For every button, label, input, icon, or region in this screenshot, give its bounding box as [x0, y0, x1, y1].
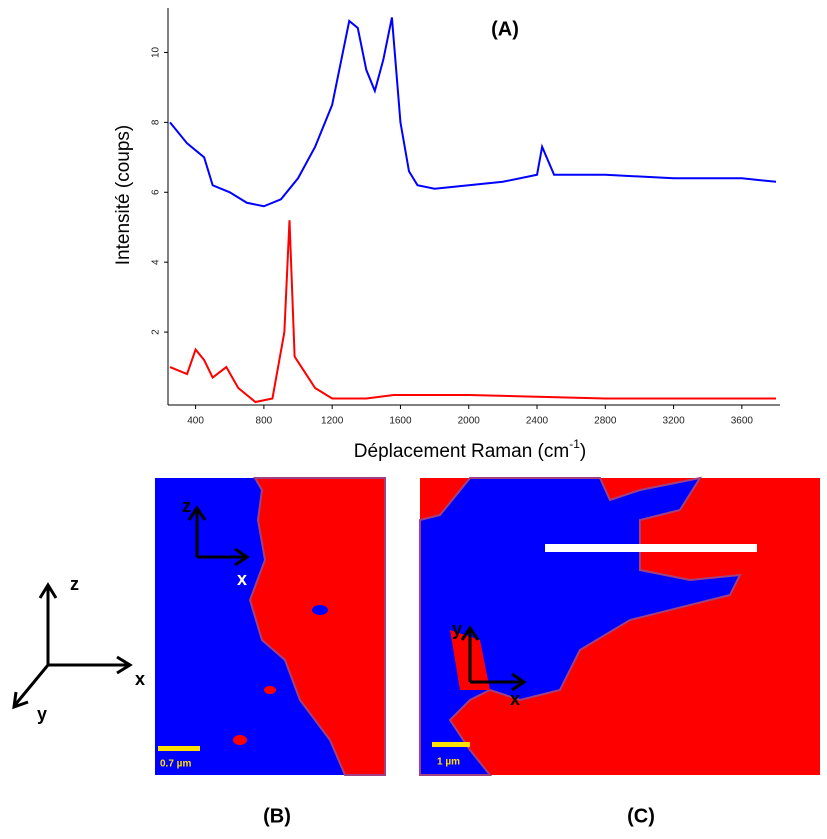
y-tick-label: 4 [151, 259, 162, 265]
reference-frame: z x y [12, 574, 145, 724]
axis-arrows [12, 582, 133, 710]
axis-label: z [182, 496, 191, 516]
x-tick-label: 2000 [458, 416, 481, 427]
axis-label: y [452, 619, 462, 639]
map-c: y x 1 µm [419, 476, 820, 776]
x-tick-label: 2800 [594, 416, 617, 427]
y-axis-label: Intensité (coups) [113, 125, 134, 265]
scale-label: 1 µm [437, 757, 460, 768]
panel-label: (B) [263, 805, 291, 827]
axis-label: x [237, 569, 247, 589]
x-tick-label: 3600 [731, 416, 754, 427]
map-region [233, 735, 247, 745]
panel-label: (A) [491, 18, 519, 40]
y-tick-label: 6 [151, 189, 162, 195]
x-tick-label: 1600 [389, 416, 412, 427]
map-region [264, 686, 276, 694]
panel-label: (C) [627, 805, 655, 827]
axis-arrows [187, 505, 250, 567]
x-tick-label: 3200 [662, 416, 685, 427]
axis-label: y [37, 704, 47, 724]
axis-label: z [70, 574, 79, 594]
y-tick-label: 2 [151, 329, 162, 335]
x-label-end: ) [580, 441, 586, 462]
scale-label: 0.7 µm [160, 759, 191, 770]
x-label-sup: -1 [569, 437, 580, 451]
map-b: z x 0.7 µm [155, 477, 386, 776]
axis-arrows [460, 625, 527, 692]
axis-label: x [135, 669, 145, 689]
scale-bar [432, 742, 470, 747]
x-tick-label: 800 [256, 416, 273, 427]
x-tick-label: 400 [187, 416, 204, 427]
map-region [419, 476, 742, 776]
x-label-text: Déplacement Raman (cm [354, 441, 569, 462]
y-tick-label: 10 [151, 46, 162, 58]
x-tick-label: 1200 [321, 416, 344, 427]
y-tick-label: 8 [151, 119, 162, 125]
spectrum-line [169, 17, 777, 208]
map-region [312, 605, 328, 615]
x-axis-label: Déplacement Raman (cm-1) [354, 437, 586, 462]
axis-label: x [510, 689, 520, 709]
map-region [248, 477, 386, 776]
spectrum-line [169, 220, 776, 404]
scale-bar [158, 746, 200, 751]
x-tick-label: 2400 [526, 416, 549, 427]
